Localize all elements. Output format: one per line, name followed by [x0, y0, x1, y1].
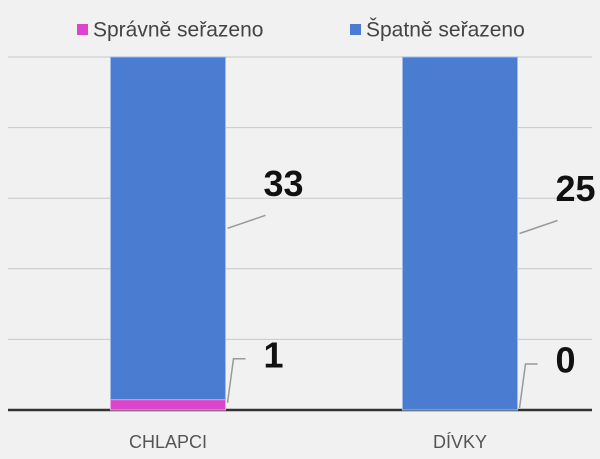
x-tick-label: CHLAPCI — [129, 432, 207, 452]
legend-label: Správně seřazeno — [93, 19, 263, 42]
bar-segment — [402, 56, 518, 411]
legend-swatch — [350, 24, 361, 35]
data-label: 25 — [556, 168, 596, 209]
bar-segment — [110, 399, 226, 411]
data-label: 1 — [264, 334, 284, 375]
leader-line — [519, 219, 558, 235]
data-label: 0 — [556, 340, 576, 381]
bar-segment — [110, 56, 226, 401]
leader-line — [227, 214, 266, 230]
data-label: 33 — [264, 163, 304, 204]
leader-line — [518, 363, 538, 409]
legend-swatch — [77, 24, 88, 35]
x-tick-label: DÍVKY — [433, 432, 487, 452]
leader-line — [226, 358, 246, 403]
legend-label: Špatně seřazeno — [366, 19, 525, 42]
